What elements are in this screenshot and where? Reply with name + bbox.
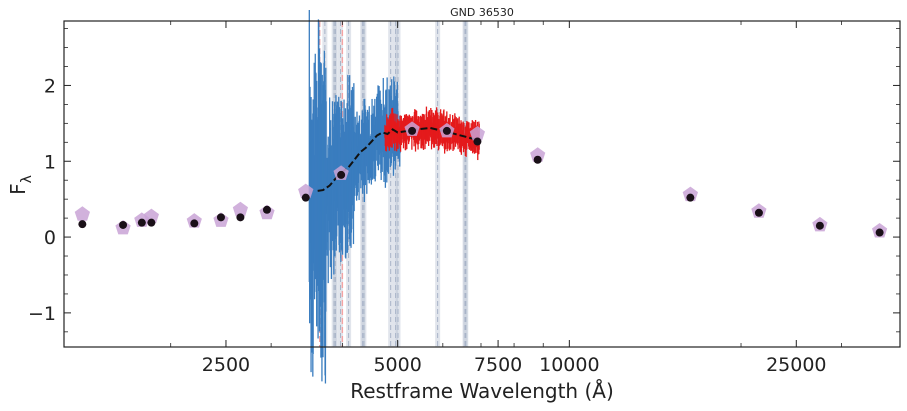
photometry-point — [216, 213, 225, 222]
photometry-point — [190, 219, 199, 228]
photometry-point — [301, 193, 310, 202]
y-axis-label-subscript: λ — [19, 175, 35, 183]
model-spectrum — [317, 126, 478, 192]
photometry — [74, 121, 888, 238]
spectra — [308, 10, 480, 384]
x-axis-label: Restframe Wavelength (Å) — [350, 379, 614, 403]
photometry-point — [78, 220, 87, 229]
y-axis-label-group: Fλ — [6, 175, 35, 195]
photometry-point — [408, 126, 417, 135]
x-tick-label: 7500 — [474, 354, 522, 376]
axis-ticks: 2500 5000 7500 10000 25000 −1 0 1 2 — [28, 21, 900, 376]
photometry-point — [147, 218, 156, 227]
photometry-point — [262, 205, 271, 214]
x-tick-label: 25000 — [766, 354, 826, 376]
photometry-point — [337, 170, 346, 179]
chart-title: GND 36530 — [450, 6, 514, 19]
model-photometry-marker — [469, 126, 485, 141]
model-photometry-marker — [74, 206, 90, 221]
model-photometry-marker — [232, 201, 248, 217]
x-tick-label: 10000 — [539, 354, 599, 376]
photometry-point — [473, 137, 482, 146]
photometry-point — [686, 193, 695, 202]
y-tick-label: 0 — [44, 227, 56, 249]
photometry-point — [754, 208, 763, 217]
photometry-point — [119, 220, 128, 229]
photometry-point — [442, 126, 451, 135]
y-tick-label: 2 — [44, 75, 56, 97]
y-axis-label: Fλ — [6, 175, 35, 195]
model-photometry-marker — [530, 147, 546, 162]
photometry-point — [137, 218, 146, 227]
model-photometry-marker — [143, 208, 159, 224]
y-axis-label-main: F — [6, 183, 30, 195]
model-spectrum-line — [317, 126, 478, 192]
model-photometry-marker — [298, 183, 314, 199]
photometry-point — [533, 155, 542, 164]
photometry-point — [815, 221, 824, 230]
y-tick-label: 1 — [44, 151, 56, 173]
plot-frame — [63, 20, 901, 348]
x-tick-label: 2500 — [202, 354, 250, 376]
x-tick-label: 5000 — [373, 354, 421, 376]
photometry-point — [236, 213, 245, 222]
photometry-point — [875, 228, 884, 237]
y-tick-label: −1 — [28, 303, 56, 325]
